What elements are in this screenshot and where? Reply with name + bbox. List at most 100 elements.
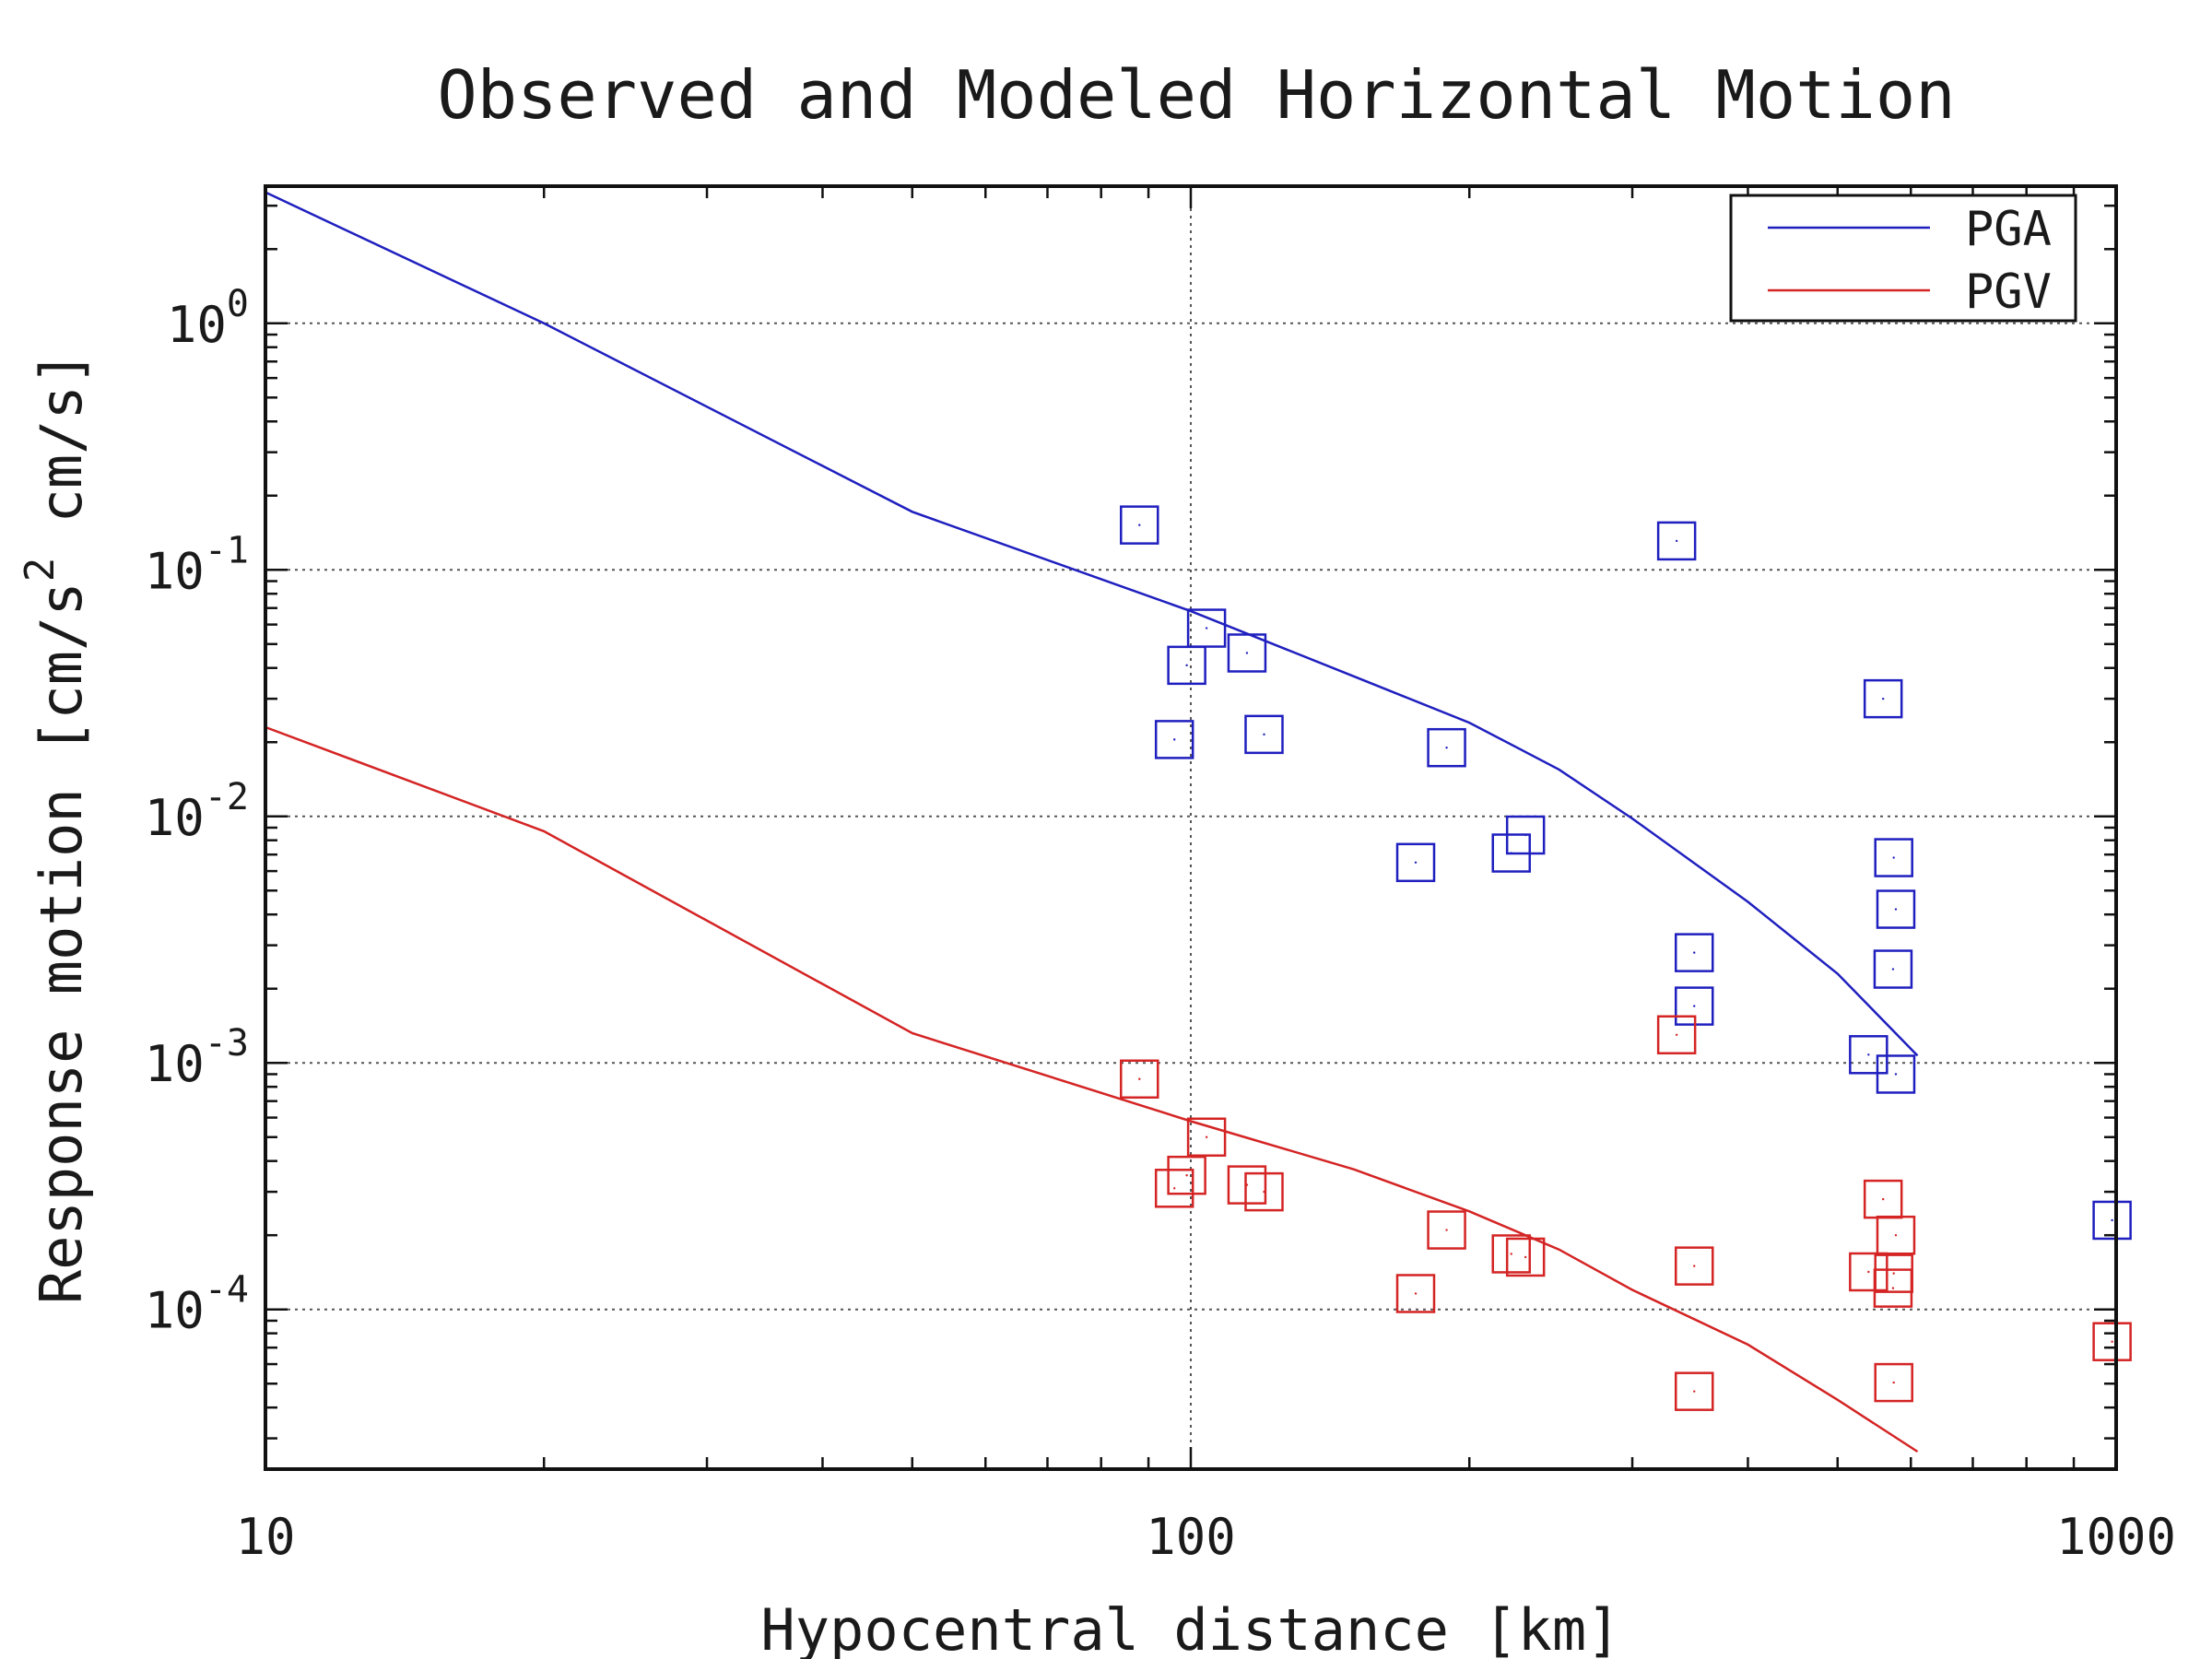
data-point-pga xyxy=(2092,1200,2132,1241)
y-axis-label: Response motion [cm/s2 cm/s] xyxy=(17,351,95,1304)
data-point-center xyxy=(1524,833,1527,837)
data-point-pga xyxy=(1120,505,1159,545)
data-point-pga xyxy=(1656,521,1697,561)
data-point-pgv xyxy=(1849,1252,1888,1292)
y-tick-base: 10 xyxy=(145,1282,205,1340)
y-tick-label: 10-1 xyxy=(145,529,249,600)
data-point-center xyxy=(1205,627,1208,629)
y-tick-label: 10-2 xyxy=(145,776,249,847)
data-point-pgv xyxy=(1656,1015,1697,1055)
data-point-center xyxy=(1245,652,1249,654)
data-point-pgv xyxy=(1227,1165,1267,1205)
legend-label-pgv: PGV xyxy=(1965,265,2052,320)
y-tick-exponent: -4 xyxy=(205,1269,249,1312)
data-point-pgv xyxy=(2092,1322,2132,1361)
data-point-center xyxy=(1693,1005,1696,1007)
data-point-center xyxy=(1894,1234,1898,1237)
data-point-pga xyxy=(1873,949,1913,989)
data-point-center xyxy=(1894,1073,1898,1076)
data-point-center xyxy=(1892,1272,1895,1275)
data-point-center xyxy=(1891,968,1895,971)
data-point-pga xyxy=(1674,933,1714,972)
y-axis-label-prefix: Response motion [cm/s xyxy=(28,582,95,1304)
axis-ticks xyxy=(264,186,2116,1469)
data-point-pga xyxy=(1167,645,1206,686)
series-pga xyxy=(265,191,2132,1241)
data-point-center xyxy=(1185,664,1188,667)
grid xyxy=(265,186,2116,1469)
data-point-pgv xyxy=(1154,1169,1194,1208)
data-point-pga xyxy=(1874,838,1913,877)
data-point-center xyxy=(1510,1253,1512,1255)
data-point-center xyxy=(1892,856,1895,859)
data-point-pga xyxy=(1876,1054,1916,1094)
y-tick-label: 10-4 xyxy=(145,1269,249,1340)
data-point-pgv xyxy=(1167,1155,1206,1195)
plot-area xyxy=(265,191,2132,1453)
data-point-pga xyxy=(1186,608,1227,648)
data-point-center xyxy=(1891,1287,1895,1289)
data-point-pgv xyxy=(1395,1274,1436,1313)
legend: PGA PGV xyxy=(1729,194,2077,323)
y-tick-base: 10 xyxy=(145,789,205,847)
y-tick-exponent: -1 xyxy=(205,529,249,571)
data-point-center xyxy=(1173,1187,1176,1190)
y-tick-exponent: -3 xyxy=(205,1022,249,1065)
data-point-pgv xyxy=(1120,1059,1159,1100)
data-point-center xyxy=(1263,1190,1265,1194)
data-point-center xyxy=(1693,1265,1696,1267)
data-point-center xyxy=(1445,746,1448,749)
x-axis-label: Hypocentral distance [km] xyxy=(760,1596,1620,1659)
data-point-center xyxy=(1263,733,1265,736)
y-tick-exponent: -2 xyxy=(205,776,249,818)
legend-box xyxy=(1729,194,2077,323)
y-tick-base: 10 xyxy=(145,1035,205,1093)
data-point-center xyxy=(2111,1340,2113,1343)
model-line-pgv xyxy=(265,725,1919,1453)
data-point-pga xyxy=(1154,720,1194,759)
data-point-pgv xyxy=(1427,1210,1466,1250)
data-point-pgv xyxy=(1674,1371,1714,1411)
data-point-pgv xyxy=(1491,1234,1531,1274)
model-line-pga xyxy=(265,191,1919,1057)
data-point-pgv xyxy=(1874,1362,1913,1403)
data-point-pga xyxy=(1863,678,1903,719)
data-point-center xyxy=(1881,1197,1885,1201)
y-axis-label-exponent: 2 xyxy=(17,558,64,582)
data-point-pga xyxy=(1395,842,1436,883)
data-point-center xyxy=(1138,524,1141,526)
data-point-center xyxy=(1881,697,1885,700)
data-point-pga xyxy=(1876,889,1916,929)
y-tick-exponent: 0 xyxy=(227,283,249,325)
x-tick-label: 100 xyxy=(1146,1508,1236,1566)
series-pgv xyxy=(265,725,2132,1453)
legend-label-pga: PGA xyxy=(1965,202,2052,257)
data-point-center xyxy=(1138,1077,1141,1080)
x-tick-label: 1000 xyxy=(2056,1508,2176,1566)
data-point-pgv xyxy=(1876,1215,1916,1255)
x-tick-label: 10 xyxy=(235,1508,295,1566)
data-point-center xyxy=(1693,1390,1696,1393)
y-tick-label: 10-3 xyxy=(145,1022,249,1093)
data-point-center xyxy=(2111,1218,2113,1222)
data-point-pga xyxy=(1505,815,1546,855)
data-point-center xyxy=(1414,1292,1418,1295)
data-point-center xyxy=(1675,1033,1678,1036)
data-point-pga xyxy=(1244,714,1284,755)
data-point-pgv xyxy=(1505,1237,1546,1277)
data-point-center xyxy=(1524,1255,1527,1259)
data-point-center xyxy=(1867,1270,1870,1274)
data-point-center xyxy=(1205,1135,1208,1138)
data-point-center xyxy=(1675,539,1678,543)
data-point-pgv xyxy=(1186,1117,1227,1158)
y-tick-base: 10 xyxy=(145,542,205,600)
x-tick-labels: 10 100 1000 xyxy=(235,1508,2176,1566)
data-point-center xyxy=(1414,861,1418,865)
data-point-center xyxy=(1892,1381,1895,1384)
y-tick-label: 100 xyxy=(167,283,249,354)
data-point-center xyxy=(1445,1229,1448,1231)
data-point-center xyxy=(1894,908,1898,911)
y-axis-label-suffix: cm/s] xyxy=(28,351,95,558)
